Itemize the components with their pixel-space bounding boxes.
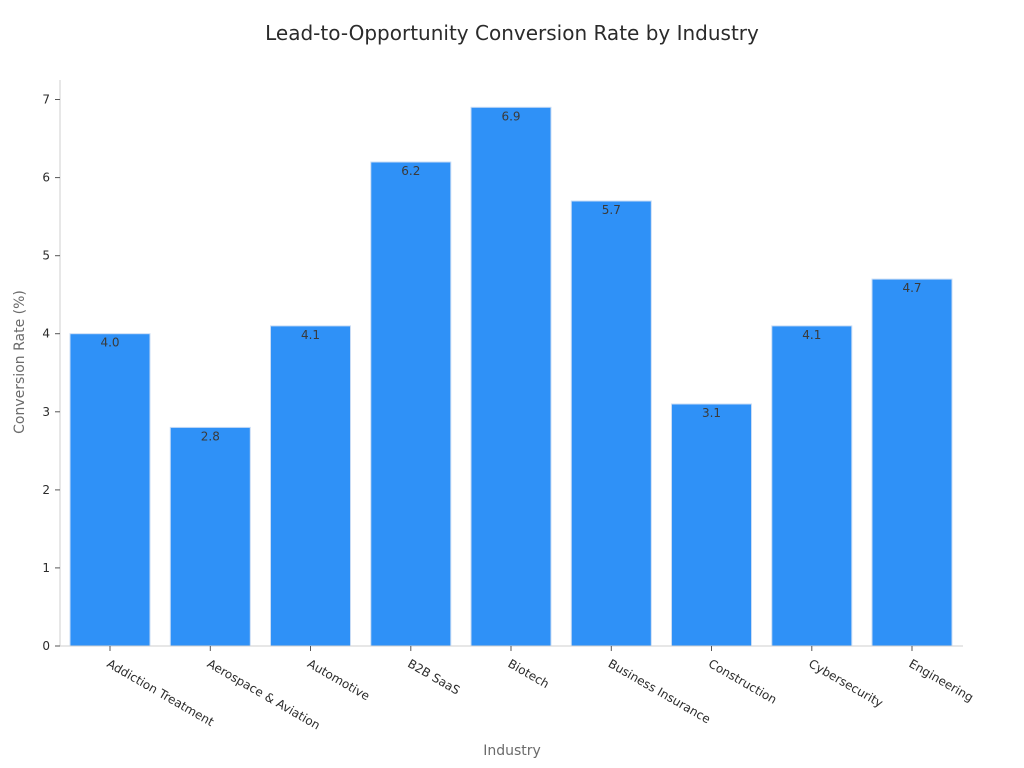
bars-layer [69, 106, 953, 647]
data-label-8: 4.7 [902, 281, 921, 295]
y-axis: 0 1 2 3 4 5 6 7 [42, 80, 61, 653]
data-label-2: 4.1 [301, 328, 320, 342]
x-tick-label-7: Cybersecurity [806, 656, 885, 710]
x-tick-label-5: Business Insurance [606, 656, 713, 726]
bar-0 [69, 333, 151, 647]
y-tick-label-0: 0 [42, 639, 50, 653]
bar-4 [470, 106, 552, 647]
y-tick-label-6: 6 [42, 171, 50, 185]
data-labels-layer: 4.0 2.8 4.1 6.2 6.9 5.7 3.1 4.1 4.7 [100, 109, 921, 443]
y-tick-label-1: 1 [42, 561, 50, 575]
bar-5 [570, 200, 652, 647]
x-axis-label: Industry [483, 743, 541, 759]
x-tick-label-0: Addiction Treatment [105, 656, 217, 729]
data-label-1: 2.8 [201, 429, 220, 443]
y-tick-label-4: 4 [42, 327, 50, 341]
data-label-4: 6.9 [501, 109, 520, 123]
x-tick-label-3: B2B SaaS [405, 656, 462, 697]
bar-2 [270, 325, 351, 647]
data-label-7: 4.1 [802, 328, 821, 342]
x-tick-label-2: Automotive [305, 656, 372, 703]
y-tick-label-3: 3 [42, 405, 50, 419]
x-tick-label-6: Construction [706, 656, 779, 706]
bar-6 [671, 403, 752, 647]
chart-title: Lead-to-Opportunity Conversion Rate by I… [265, 21, 759, 45]
y-tick-label-5: 5 [42, 249, 50, 263]
bar-8 [871, 278, 953, 647]
data-label-0: 4.0 [100, 336, 119, 350]
y-tick-label-7: 7 [42, 93, 50, 107]
data-label-6: 3.1 [702, 406, 721, 420]
y-tick-label-2: 2 [42, 483, 50, 497]
y-axis-label: Conversion Rate (%) [12, 290, 28, 434]
bar-7 [771, 325, 853, 647]
data-label-5: 5.7 [602, 203, 621, 217]
x-tick-label-4: Biotech [506, 656, 552, 691]
x-tick-label-8: Engineering [907, 656, 976, 704]
data-label-3: 6.2 [401, 164, 420, 178]
bar-3 [370, 161, 452, 647]
bar-1 [169, 426, 251, 647]
